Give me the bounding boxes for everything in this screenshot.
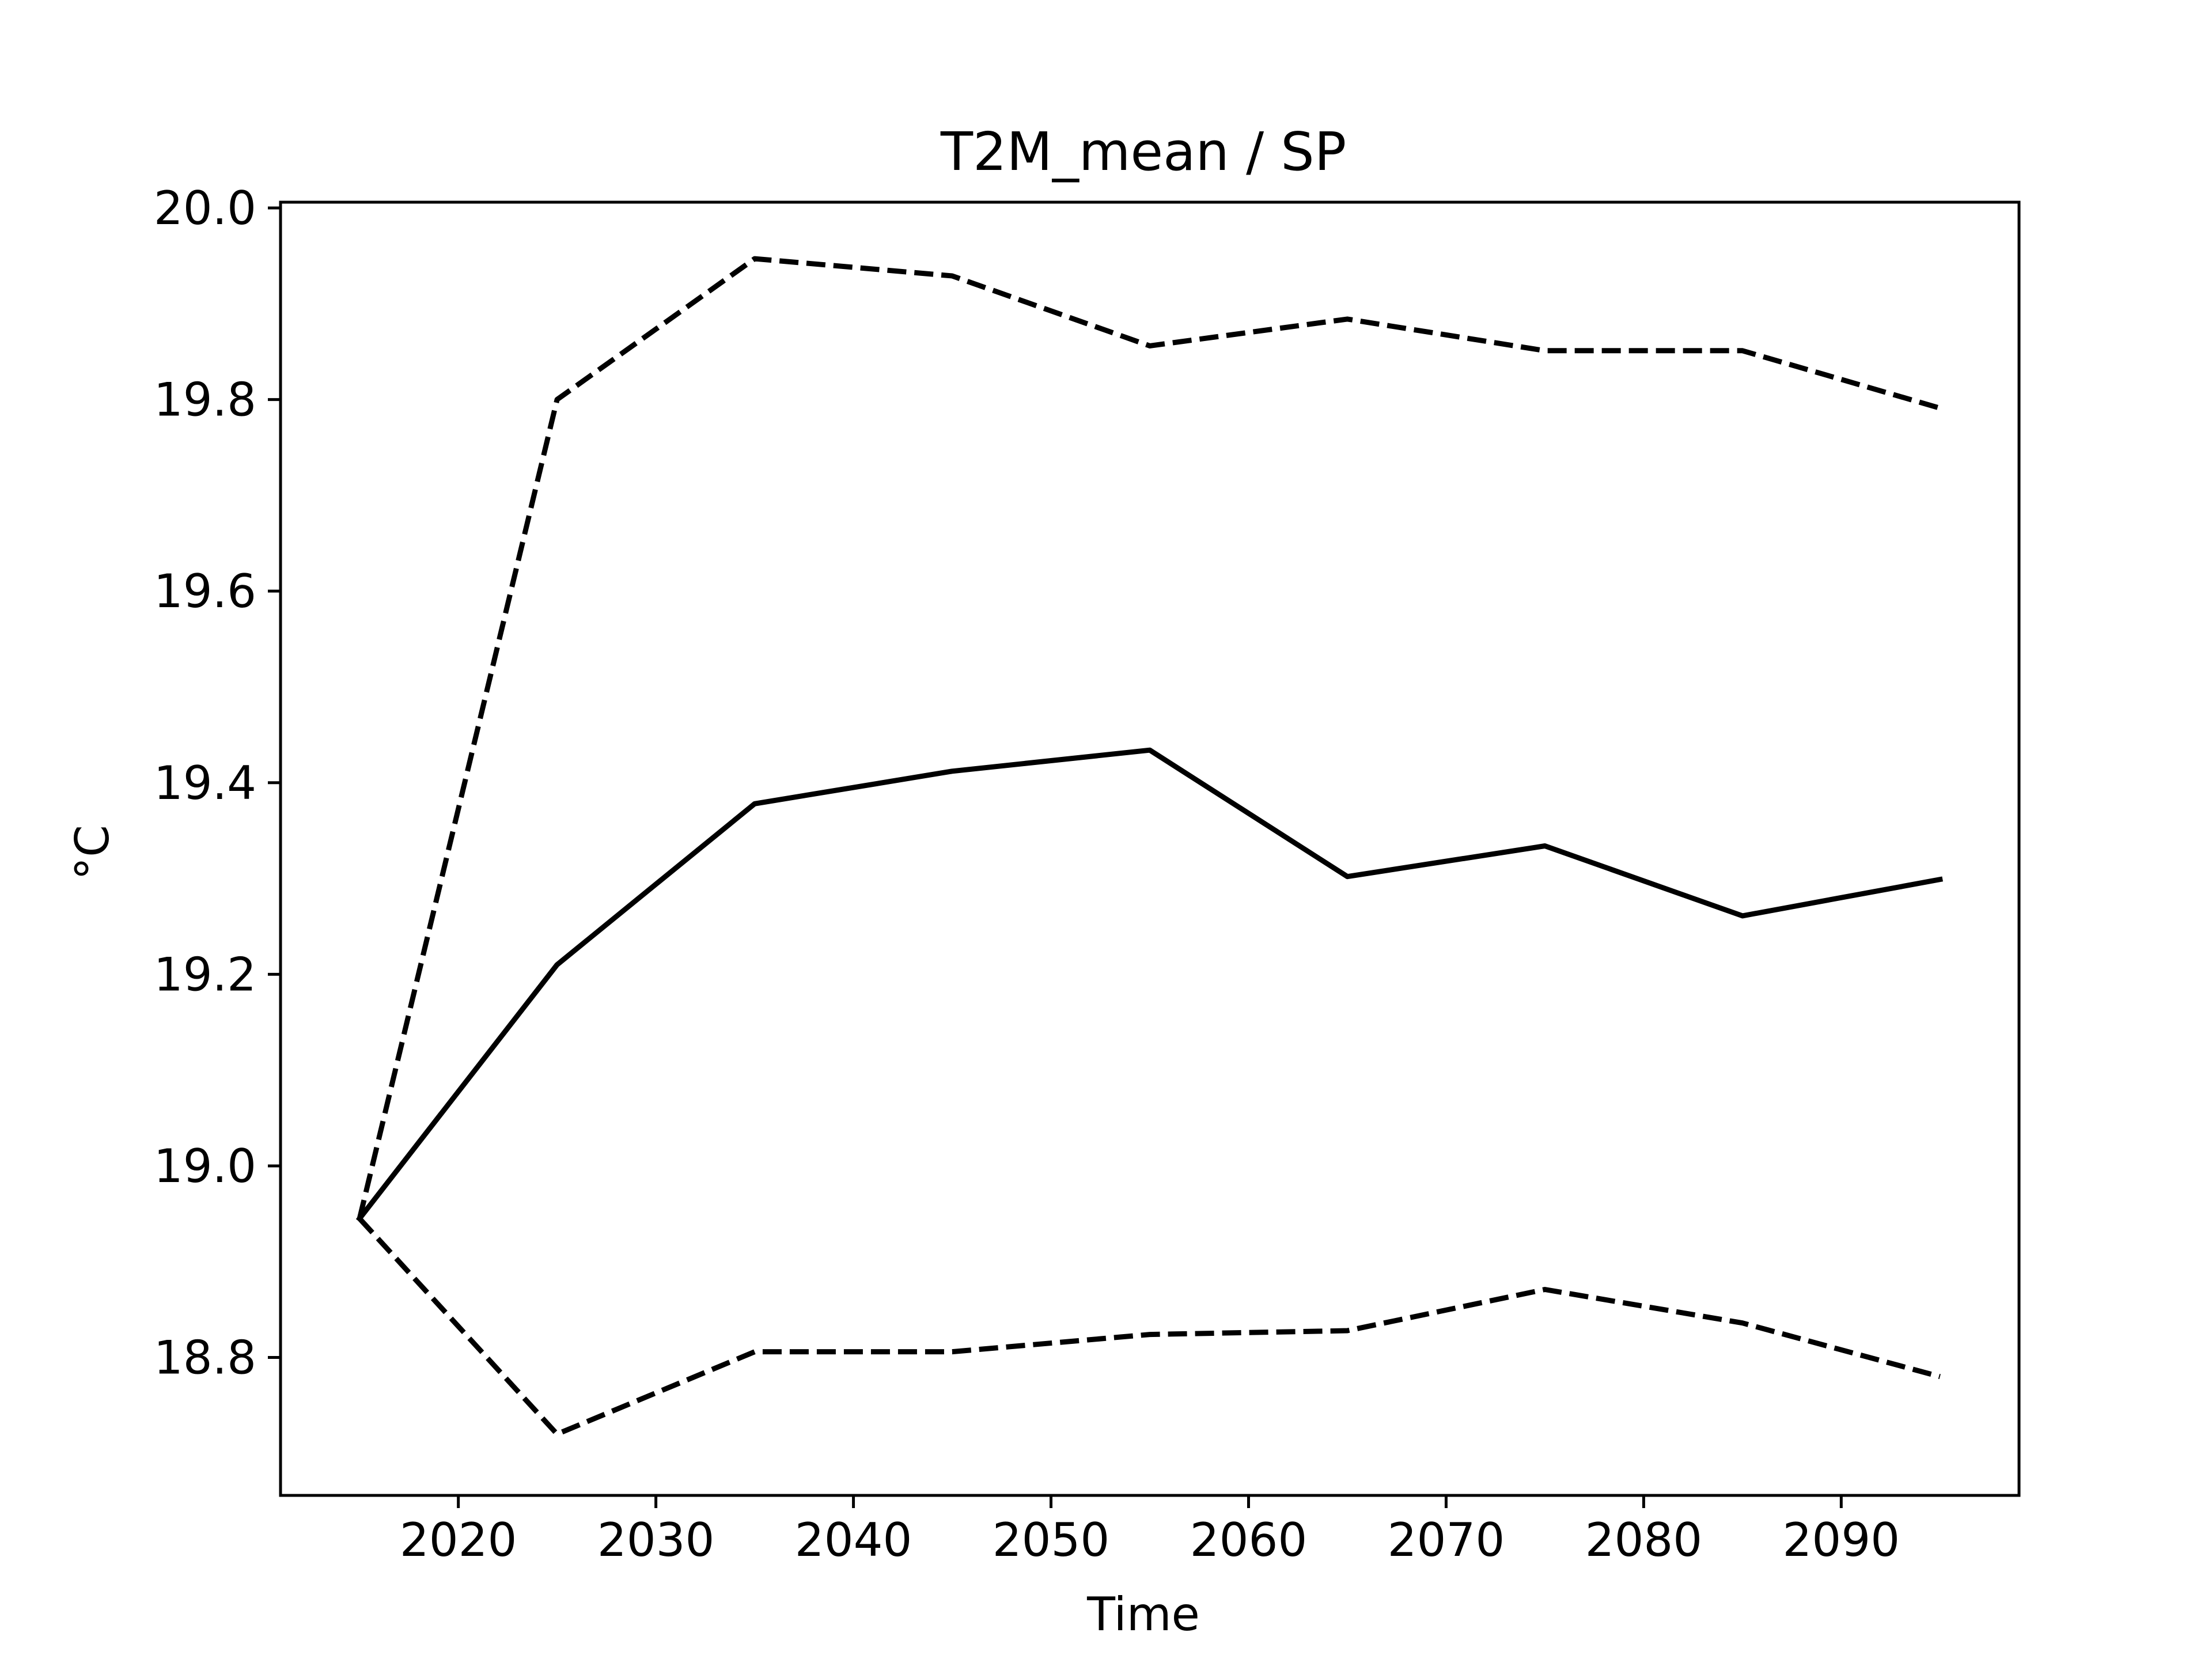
x-axis: 2020 2030 2040 2050 2060 2070 2080 2090 [400,1495,1900,1567]
y-tick-label: 18.8 [154,1331,256,1385]
plot-area [279,200,2021,1497]
y-tick-label: 20.0 [154,181,256,235]
axes-frame [279,200,2021,1497]
y-tick-label: 19.4 [154,756,256,810]
x-tick-label: 2080 [1585,1513,1703,1567]
x-axis-label: Time [1086,1588,1200,1641]
series-line-3 [357,1217,1941,1437]
series-line-2 [355,747,1944,1222]
y-tick-label: 19.8 [154,373,256,427]
series-line-1 [357,256,1941,1219]
y-tick-label: 19.2 [154,948,256,1001]
x-tick-label: 2030 [597,1513,715,1567]
y-tick-label: 19.0 [154,1139,256,1193]
x-tick-label: 2040 [795,1513,912,1567]
y-axis: 18.8 19.0 19.2 19.4 19.6 19.8 20.0 [154,181,281,1385]
x-tick-label: 2060 [1190,1513,1308,1567]
chart-title: T2M_mean / SP [940,121,1346,183]
y-axis-label: °C [66,825,119,880]
x-tick-label: 2090 [1783,1513,1900,1567]
y-tick-label: 19.6 [154,565,256,618]
x-tick-label: 2070 [1388,1513,1505,1567]
x-tick-label: 2020 [400,1513,517,1567]
x-tick-label: 2050 [993,1513,1110,1567]
